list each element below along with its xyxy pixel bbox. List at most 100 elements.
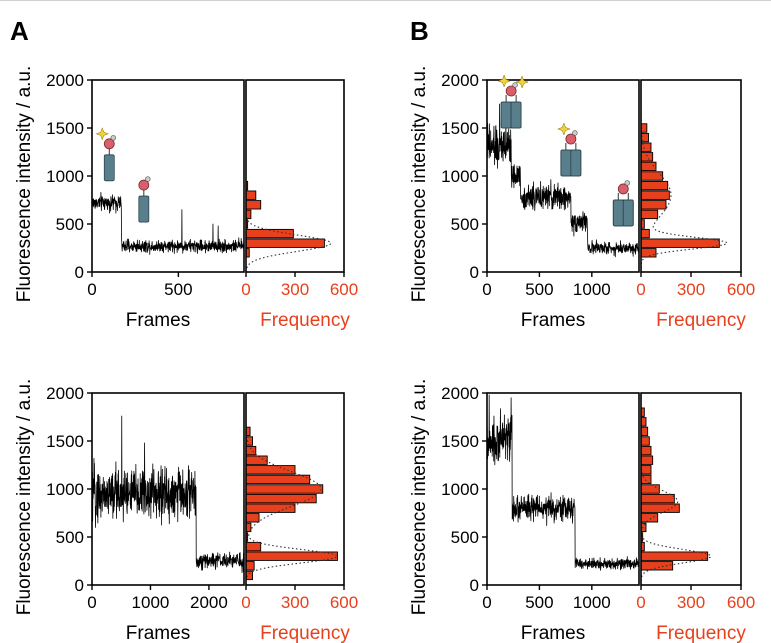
- histogram-bar: [640, 561, 674, 571]
- panel-letter-a: A: [10, 16, 29, 46]
- histogram-x-tick-label: 300: [677, 280, 705, 299]
- histogram-x-tick-label: 300: [677, 593, 705, 612]
- histogram-x-tick-label: 600: [727, 593, 755, 612]
- histogram-bar: [640, 200, 667, 210]
- x-axis-title: Frames: [126, 623, 190, 643]
- ligand: [145, 176, 151, 182]
- histogram-bar: [245, 513, 260, 523]
- dye-star-icon: [497, 74, 511, 88]
- x-tick-label: 2000: [190, 593, 228, 612]
- protein-icon-monomer-dye: [95, 127, 116, 182]
- histogram-x-tick-label: 600: [330, 593, 358, 612]
- chart-panel-1: 0 500 1000 1500 2000 0 500 0 300 600 Frames Frequen…: [14, 66, 358, 331]
- chart-panel-2: 0 500 1000 1500 2000 0 500 1000 0 300 600 Frames Fre…: [409, 66, 755, 331]
- panel-letter-b: B: [410, 16, 429, 46]
- y-tick-label: 1500: [441, 432, 479, 451]
- histogram-bar: [640, 493, 675, 504]
- histogram-bar: [640, 248, 657, 258]
- y-axis-title: Fluorescence intensity / a.u.: [409, 66, 430, 303]
- y-tick-label: 2000: [46, 384, 84, 403]
- subunit-body: [612, 199, 624, 227]
- x-tick-label: 500: [525, 280, 553, 299]
- histogram-bar: [640, 503, 680, 513]
- y-tick-label: 1000: [441, 480, 479, 499]
- histogram-x-tick-label: 0: [636, 280, 645, 299]
- histogram-bar: [640, 190, 670, 200]
- y-tick-label: 500: [451, 528, 479, 547]
- y-axis-title: Fluorescence intensity / a.u.: [14, 379, 35, 616]
- histogram-bar: [640, 123, 648, 133]
- histogram-bar: [245, 551, 338, 561]
- dye-star-icon: [95, 127, 110, 141]
- y-tick-label: 500: [56, 528, 84, 547]
- x-axis-title: Frames: [521, 623, 585, 643]
- subunit-body: [138, 195, 150, 223]
- chart-panel-3: 0 500 1000 1500 2000 0 1000 2000 0 300 600 Frames Fr…: [14, 379, 358, 643]
- histogram-x-tick-label: 0: [241, 280, 250, 299]
- ligand: [572, 130, 578, 136]
- histogram-x-tick-label: 600: [330, 280, 358, 299]
- intensity-trace: [91, 415, 245, 574]
- ligand: [624, 180, 630, 186]
- y-tick-label: 0: [470, 263, 479, 282]
- y-tick-label: 500: [451, 215, 479, 234]
- histogram-bar: [640, 455, 654, 465]
- binding-head: [505, 85, 517, 97]
- histogram-bar: [245, 570, 253, 581]
- x-tick-label: 1000: [132, 593, 170, 612]
- histogram-axis-title: Frequency: [260, 623, 350, 643]
- x-tick-label: 0: [482, 593, 491, 612]
- y-tick-label: 2000: [46, 71, 84, 90]
- intensity-trace: [486, 394, 640, 571]
- histogram-axis-title: Frequency: [656, 310, 746, 331]
- trimer-outline: [560, 149, 582, 177]
- histogram-bar: [245, 474, 311, 485]
- histogram-bar: [640, 238, 720, 248]
- dye-star-icon: [557, 122, 571, 136]
- histogram-x-tick-label: 300: [281, 593, 309, 612]
- protein-icon-monomer: [138, 176, 151, 223]
- x-tick-label: 500: [525, 593, 553, 612]
- gaussian-fit-line: [245, 80, 332, 273]
- trimer-outline: [500, 101, 522, 129]
- histogram-bar: [640, 551, 709, 561]
- histogram-bar: [245, 200, 262, 210]
- histogram-bar: [640, 180, 669, 191]
- subunit-body: [510, 101, 522, 129]
- histogram-bar: [245, 436, 253, 446]
- histogram-x-tick-label: 0: [241, 593, 250, 612]
- protein-icon-trimer-3dye: [497, 74, 529, 129]
- histogram-bar: [640, 161, 657, 172]
- histogram-bar: [640, 465, 652, 475]
- x-tick-label: 500: [164, 280, 192, 299]
- y-axis-title: Fluorescence intensity / a.u.: [409, 379, 430, 616]
- binding-head: [138, 179, 150, 191]
- y-tick-label: 1000: [46, 480, 84, 499]
- x-tick-label: 0: [482, 280, 491, 299]
- y-tick-label: 2000: [441, 71, 479, 90]
- histogram-bar: [640, 474, 652, 485]
- histogram-bar: [245, 493, 317, 504]
- subunit-body: [622, 199, 634, 227]
- binding-head: [103, 138, 115, 150]
- histogram-bar: [640, 426, 649, 437]
- histogram-bar: [640, 142, 652, 152]
- intensity-trace: [486, 103, 640, 258]
- protein-icon-trimer: [612, 180, 634, 227]
- histogram-bar: [245, 455, 268, 465]
- x-tick-label: 0: [87, 280, 96, 299]
- histogram-bar: [245, 238, 325, 248]
- y-tick-label: 1500: [46, 119, 84, 138]
- histogram-bar: [245, 484, 324, 494]
- trace-axes-box: [486, 392, 640, 586]
- y-tick-label: 1500: [441, 119, 479, 138]
- histogram-bar: [245, 541, 262, 552]
- histogram-bar: [640, 513, 659, 523]
- y-tick-label: 500: [56, 215, 84, 234]
- x-tick-label: 1000: [573, 280, 611, 299]
- histogram-axis-title: Frequency: [656, 623, 746, 643]
- dye-star-icon: [515, 75, 529, 89]
- y-tick-label: 1000: [46, 167, 84, 186]
- trimer-outline: [612, 199, 634, 227]
